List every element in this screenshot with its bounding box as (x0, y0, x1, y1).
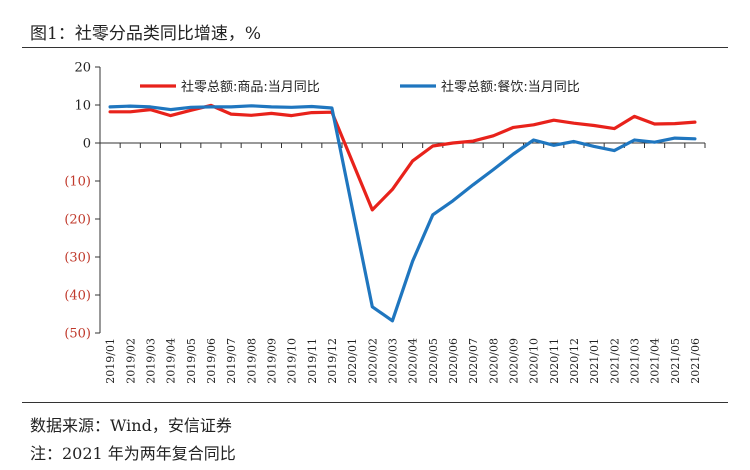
series-lines (108, 103, 697, 323)
x-axis-ticks: 2019/01 2019/02 2019/03 2019/04 2019/05 2019/… (99, 143, 706, 384)
chart-legend: 社零总额:商品:当月同比 社零总额:餐饮:当月同比 (140, 79, 580, 95)
x-tick-label: 2020/05 (427, 338, 440, 384)
x-tick-label: 2020/12 (568, 338, 581, 384)
y-tick-label: (20) (64, 213, 91, 228)
x-tick-label: 2019/02 (124, 338, 137, 384)
x-tick-label: 2021/02 (608, 338, 621, 384)
x-tick-label: 2020/08 (487, 338, 500, 384)
x-tick-label: 2021/01 (588, 338, 601, 384)
top-rule (22, 47, 728, 48)
x-tick-label: 2020/02 (366, 338, 379, 384)
x-tick-label: 2020/01 (346, 338, 359, 384)
x-tick-label: 2021/03 (628, 338, 641, 384)
x-tick-label: 2019/11 (306, 338, 319, 384)
x-tick-label: 2020/10 (528, 338, 541, 384)
x-tick-label: 2019/12 (326, 338, 339, 384)
x-tick-label: 2020/07 (467, 338, 480, 384)
x-tick-label: 2020/06 (447, 338, 460, 384)
x-tick-label: 2020/11 (548, 338, 561, 384)
source-note: 数据来源：Wind，安信证券 (30, 416, 232, 435)
x-tick-label: 2019/06 (205, 338, 218, 384)
x-tick-label: 2021/04 (649, 338, 662, 384)
x-tick-label: 2019/04 (165, 338, 178, 384)
bottom-rule (22, 402, 728, 403)
y-tick-label: (50) (64, 327, 91, 342)
y-tick-label: (30) (64, 251, 91, 266)
footnote: 注：2021 年为两年复合同比 (30, 444, 236, 463)
y-axis-ticks: 20 10 0 (10) (20) (30) (40) (50) (64, 61, 100, 342)
x-tick-label: 2019/07 (225, 338, 238, 384)
y-tick-label: 10 (74, 99, 91, 114)
legend-label: 社零总额:商品:当月同比 (181, 79, 320, 95)
x-tick-label: 2021/05 (669, 338, 682, 384)
x-tick-label: 2019/03 (144, 338, 157, 384)
legend-label: 社零总额:餐饮:当月同比 (441, 79, 580, 95)
x-tick-label: 2021/06 (689, 338, 702, 384)
y-tick-label: (10) (64, 175, 91, 190)
y-tick-label: 0 (83, 137, 91, 152)
series-line-goods (108, 103, 697, 212)
series-line-catering (108, 104, 697, 323)
x-tick-label: 2020/03 (386, 338, 399, 384)
y-tick-label: (40) (64, 289, 91, 304)
figure-title: 图1：社零分品类同比增速，% (30, 24, 261, 44)
x-tick-label: 2019/09 (265, 338, 278, 384)
y-tick-label: 20 (74, 61, 91, 76)
x-tick-label: 2019/01 (104, 338, 117, 384)
x-tick-label: 2019/05 (185, 338, 198, 384)
x-tick-label: 2020/04 (407, 338, 420, 384)
x-tick-label: 2019/08 (245, 338, 258, 384)
x-tick-label: 2019/10 (286, 338, 299, 384)
x-tick-label: 2020/09 (507, 338, 520, 384)
